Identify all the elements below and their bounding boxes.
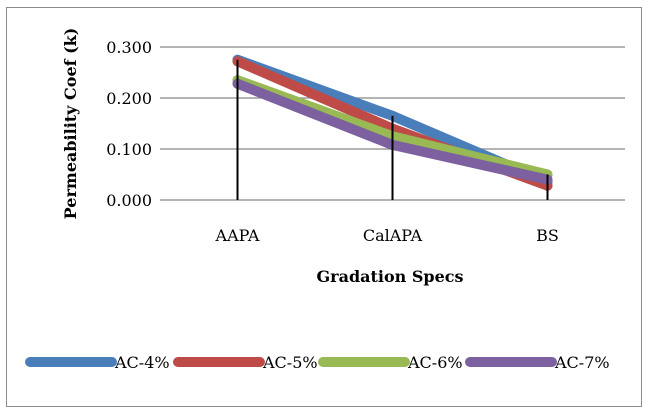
chart-frame <box>6 7 642 407</box>
legend-label: AC-6% <box>407 353 463 372</box>
legend: AC-4% AC-5% AC-6% AC-7% <box>25 353 610 372</box>
x-tick-label: BS <box>536 226 559 245</box>
y-tick-label: 0.100 <box>106 140 152 159</box>
legend-label: AC-5% <box>262 353 318 372</box>
x-tick-label: AAPA <box>215 226 260 245</box>
x-tick-label: CalAPA <box>363 226 423 245</box>
x-axis-ticks: AAPA CalAPA BS <box>215 226 559 245</box>
y-tick-label: 0.000 <box>106 191 152 210</box>
x-axis-title: Gradation Specs <box>316 267 463 286</box>
y-tick-label: 0.200 <box>106 89 152 108</box>
y-axis-title: Permeability Coef (k) <box>61 28 80 220</box>
y-axis-ticks: 0.000 0.100 0.200 0.300 <box>106 38 152 210</box>
y-tick-label: 0.300 <box>106 38 152 57</box>
error-bars <box>236 59 549 200</box>
legend-label: AC-7% <box>554 353 610 372</box>
legend-label: AC-4% <box>114 353 170 372</box>
